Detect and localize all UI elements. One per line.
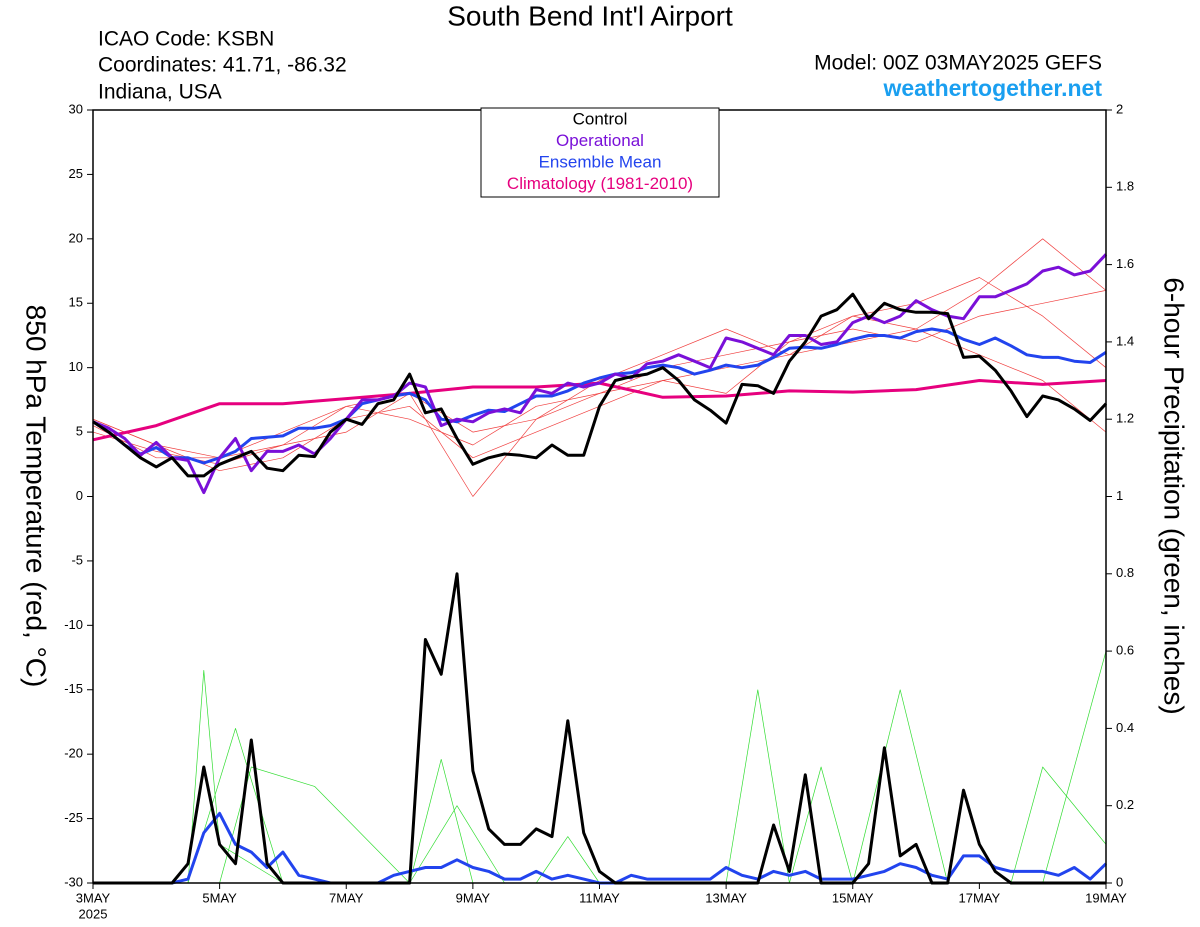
- y2-tick-label: 0.8: [1116, 565, 1134, 580]
- series-line: [92, 327, 1107, 465]
- y-tick-label: -10: [64, 617, 83, 632]
- y-tick-label: -30: [64, 874, 83, 889]
- legend-label: Control: [573, 109, 628, 128]
- legend-label: Climatology (1981-2010): [507, 174, 693, 193]
- y2-tick-label: 2: [1116, 101, 1123, 116]
- series-line: [93, 572, 1106, 885]
- legend-box: [480, 107, 720, 198]
- model-label: Model: 00Z 03MAY2025 GEFS: [814, 52, 1102, 75]
- y2-tick-label: 0.6: [1116, 643, 1134, 658]
- x-tick-label: 11MAY: [579, 890, 620, 905]
- station-info: Indiana, USA: [98, 81, 222, 104]
- year-label: 2025: [79, 906, 108, 921]
- plot-frame: [92, 109, 1107, 884]
- y2-tick-label: 1.4: [1116, 333, 1134, 348]
- series-line: [92, 277, 1107, 497]
- series-line: [92, 328, 1107, 472]
- y-axis-label: 850 hPa Temperature (red, °C): [21, 305, 52, 688]
- y2-tick-label: 0.2: [1116, 797, 1134, 812]
- y-tick-label: -20: [64, 746, 83, 761]
- x-tick-label: 17MAY: [959, 890, 1001, 905]
- y2-tick-label: 1.8: [1116, 179, 1134, 194]
- x-tick-label: 9MAY: [456, 890, 491, 905]
- y2-tick-label: 0.4: [1116, 720, 1134, 735]
- series-line: [93, 670, 1106, 884]
- y-tick-label: -15: [64, 681, 83, 696]
- legend-label: Operational: [556, 131, 644, 150]
- y2-axis-label: 6-hour Precipitation (green, inches): [1159, 277, 1190, 714]
- y-tick-label: 30: [69, 101, 83, 116]
- station-info: ICAO Code: KSBN: [98, 28, 274, 51]
- legend-label: Ensemble Mean: [539, 152, 662, 171]
- y-tick-label: -25: [64, 810, 83, 825]
- y-tick-label: 25: [69, 166, 83, 181]
- y2-tick-label: 1: [1116, 488, 1123, 503]
- x-tick-label: 13MAY: [705, 890, 747, 905]
- x-tick-label: 19MAY: [1085, 890, 1127, 905]
- y-tick-label: 0: [76, 488, 83, 503]
- y-tick-label: 10: [69, 359, 83, 374]
- y-tick-label: 15: [69, 295, 83, 310]
- y-tick-label: 5: [76, 424, 83, 439]
- x-tick-label: 5MAY: [202, 890, 237, 905]
- y-tick-label: 20: [69, 230, 83, 245]
- series-line: [92, 253, 1108, 495]
- y2-tick-label: 0: [1116, 874, 1123, 889]
- x-tick-label: 15MAY: [832, 890, 874, 905]
- x-tick-label: 3MAY: [76, 890, 111, 905]
- series-line: [92, 290, 1107, 459]
- x-tick-label: 7MAY: [329, 890, 364, 905]
- y-tick-label: -5: [71, 552, 83, 567]
- series-line: [92, 238, 1107, 459]
- y2-tick-label: 1.6: [1116, 256, 1134, 271]
- series-line: [92, 292, 1108, 478]
- source-label: weathertogether.net: [882, 75, 1102, 101]
- chart-title: South Bend Int'l Airport: [447, 0, 733, 31]
- y2-tick-label: 1.2: [1116, 411, 1134, 426]
- station-info: Coordinates: 41.71, -86.32: [98, 54, 347, 77]
